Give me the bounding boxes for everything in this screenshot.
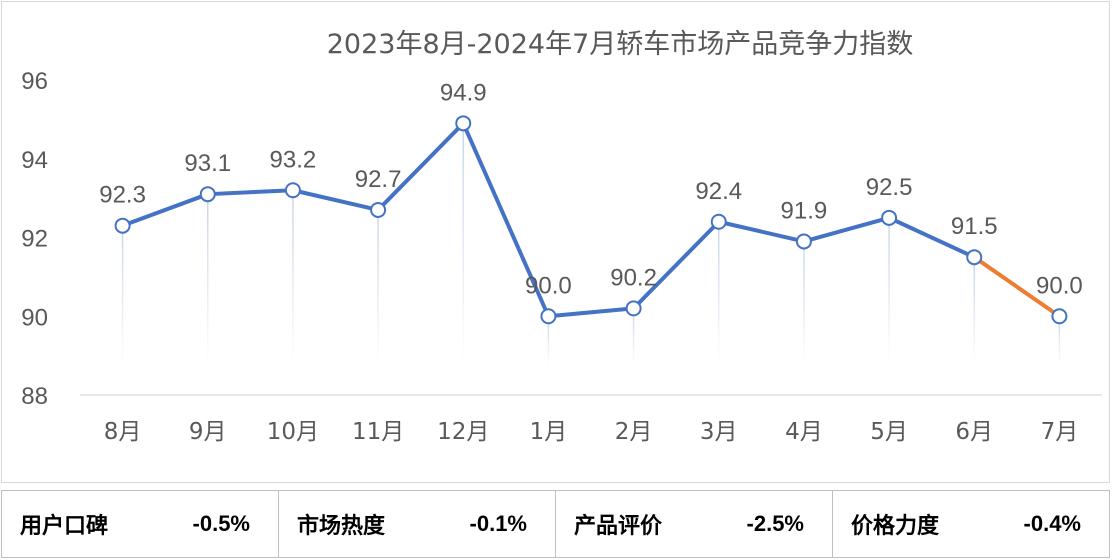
drop-line (1058, 316, 1061, 365)
data-label: 90.0 (1036, 272, 1083, 299)
data-point (114, 217, 131, 234)
drop-line (377, 209, 379, 365)
y-tick-label: 96 (21, 68, 48, 95)
data-label: 92.7 (355, 166, 402, 193)
data-point (625, 300, 642, 317)
stat-product-review: 产品评价 -2.5% (556, 491, 833, 557)
drop-line (121, 225, 124, 365)
data-label: 93.1 (184, 150, 231, 177)
data-point (1051, 308, 1068, 325)
drop-line (292, 190, 294, 365)
drop-line (888, 217, 890, 365)
x-tick-label: 7月 (1041, 419, 1079, 445)
y-tick-label: 92 (21, 226, 48, 253)
drop-line (803, 241, 805, 365)
data-label: 91.5 (951, 213, 998, 240)
stat-value: -2.5% (746, 511, 804, 536)
data-point (455, 115, 472, 132)
x-tick-label: 4月 (785, 419, 823, 445)
x-tick-label: 6月 (955, 419, 993, 445)
x-tick-label: 5月 (870, 419, 908, 445)
drop-line (632, 308, 635, 365)
data-label: 94.9 (440, 79, 487, 106)
line-chart: 2023年8月-2024年7月轿车市场产品竞争力指数 88 90 92 94 96 8月… (21, 29, 1102, 445)
chart-title: 2023年8月-2024年7月轿车市场产品竞争力指数 (327, 29, 914, 60)
drop-line (973, 257, 975, 365)
x-tick-label: 1月 (530, 419, 568, 445)
stat-value: -0.5% (192, 511, 250, 536)
series-line-last-segment (972, 255, 1062, 319)
x-tick-label: 10月 (267, 419, 319, 445)
data-point (710, 213, 727, 230)
x-tick-label: 3月 (700, 419, 738, 445)
x-tick-label: 11月 (352, 419, 404, 445)
drop-line (547, 316, 550, 365)
data-point (370, 201, 387, 218)
y-tick-label: 88 (21, 383, 48, 410)
data-point (540, 308, 557, 325)
drop-line (207, 194, 209, 365)
stat-price-strength: 价格力度 -0.4% (833, 491, 1109, 557)
data-label: 93.2 (270, 146, 317, 173)
x-tick-label: 9月 (189, 419, 227, 445)
stat-value: -0.1% (469, 511, 527, 536)
data-point (284, 182, 301, 199)
data-label: 90.0 (525, 272, 572, 299)
stat-market-heat: 市场热度 -0.1% (279, 491, 556, 557)
stats-bar: 用户口碑 -0.5% 市场热度 -0.1% 产品评价 -2.5% 价格力度 -0… (1, 490, 1110, 558)
x-tick-label: 12月 (437, 419, 489, 445)
data-point (881, 209, 898, 226)
stat-label: 价格力度 (851, 514, 940, 539)
data-point (966, 249, 983, 266)
data-label: 92.5 (866, 174, 913, 201)
x-tick-label: 2月 (615, 419, 653, 445)
drop-line (718, 221, 720, 365)
chart-frame: 2023年8月-2024年7月轿车市场产品竞争力指数 88 90 92 94 96 8月… (1, 1, 1110, 483)
x-tick-label: 8月 (104, 419, 142, 445)
y-tick-label: 90 (21, 304, 48, 331)
drop-line (462, 123, 464, 365)
stat-user-reputation: 用户口碑 -0.5% (2, 491, 279, 557)
data-label: 91.9 (781, 197, 828, 224)
data-label: 92.3 (99, 182, 146, 209)
data-label: 90.2 (610, 264, 657, 291)
data-point (199, 186, 216, 203)
data-point (795, 233, 812, 250)
y-tick-label: 94 (21, 147, 48, 174)
stat-label: 产品评价 (574, 514, 663, 539)
stat-label: 用户口碑 (20, 514, 109, 539)
data-label: 92.4 (695, 178, 742, 205)
stat-value: -0.4% (1023, 511, 1081, 536)
stat-label: 市场热度 (297, 514, 386, 539)
